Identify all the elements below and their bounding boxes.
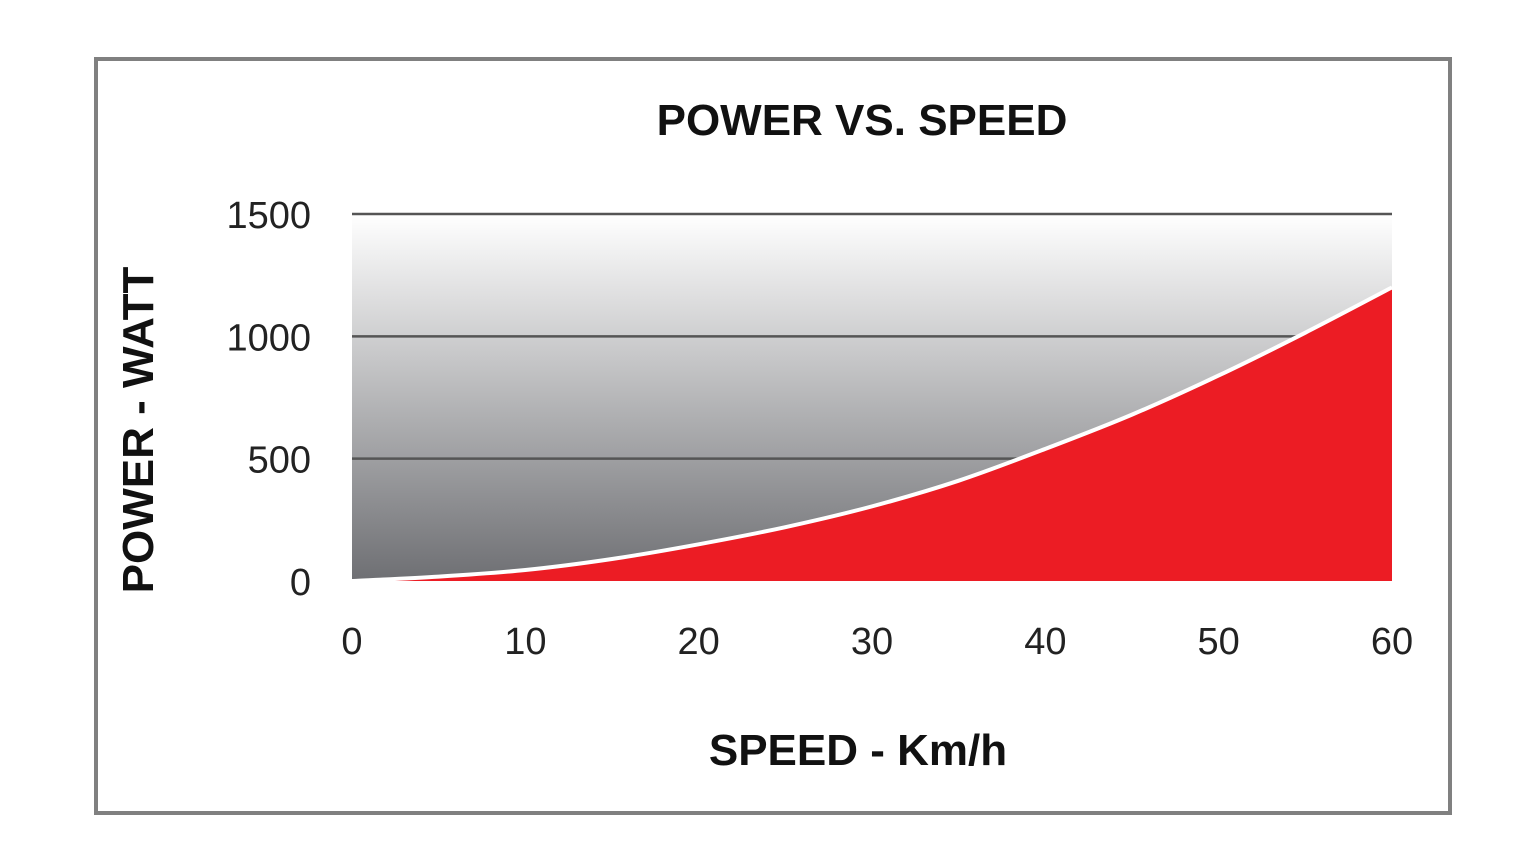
x-tick-label: 10 xyxy=(504,621,546,663)
series-line xyxy=(351,285,1393,583)
y-axis-title: POWER - WATT xyxy=(114,267,163,594)
y-tick-labels: 0 500 1000 1500 xyxy=(226,195,311,604)
series-area-fill xyxy=(352,287,1392,581)
y-tick-label: 500 xyxy=(248,440,311,482)
x-tick-labels: 0 10 20 30 40 50 60 xyxy=(341,621,1413,663)
x-axis-title: SPEED - Km/h xyxy=(709,726,1007,775)
x-tick-label: 60 xyxy=(1371,621,1413,663)
x-tick-label: 50 xyxy=(1198,621,1240,663)
y-tick-label: 1500 xyxy=(226,195,311,237)
chart-title: POWER VS. SPEED xyxy=(657,96,1068,145)
y-tick-label: 1000 xyxy=(226,317,311,359)
x-tick-label: 40 xyxy=(1024,621,1066,663)
x-tick-label: 20 xyxy=(678,621,720,663)
y-tick-label: 0 xyxy=(290,562,311,604)
x-tick-label: 30 xyxy=(851,621,893,663)
x-tick-label: 0 xyxy=(341,621,362,663)
